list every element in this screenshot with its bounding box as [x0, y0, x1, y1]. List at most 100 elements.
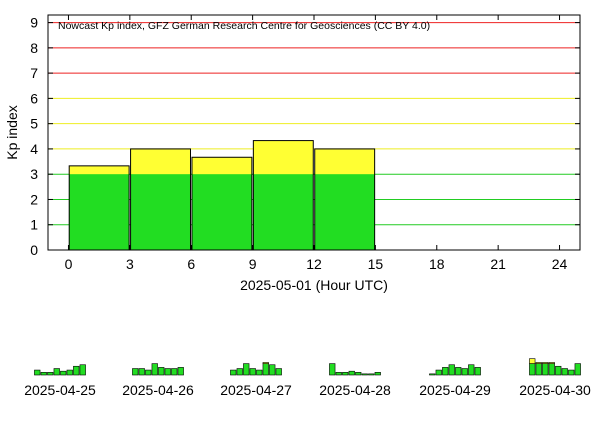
history-day: 2025-04-28	[319, 363, 391, 398]
bars-layer	[68, 140, 376, 251]
history-bar-green	[138, 368, 145, 376]
history-day: 2025-04-26	[122, 363, 194, 398]
history-bar-green	[535, 363, 542, 376]
history-bar-green	[429, 373, 436, 376]
history-bar-yellow	[262, 362, 269, 364]
history-bar-green	[145, 369, 152, 376]
history-bar-green	[468, 364, 475, 376]
history-bar-green	[435, 369, 442, 376]
y-axis-label: Kp index	[4, 105, 20, 159]
history-bar-yellow	[548, 362, 555, 364]
history-bar-green	[177, 367, 184, 376]
y-tick-label: 1	[30, 217, 38, 233]
history-bar-green	[548, 363, 555, 376]
history-bar-green	[555, 365, 562, 376]
history-bar-green	[79, 364, 86, 376]
history-bar-green	[249, 368, 256, 376]
history-bar-green	[542, 363, 549, 376]
y-tick-label: 2	[30, 191, 38, 207]
history-bar-green	[329, 363, 336, 376]
history-bar-green	[151, 363, 158, 376]
y-tick-label: 5	[30, 116, 38, 132]
x-tick-label: 0	[65, 256, 73, 272]
history-bar-yellow	[542, 362, 549, 364]
history-bar-green	[66, 369, 73, 376]
history-bar-green	[47, 372, 54, 376]
chart-title: Nowcast Kp index, GFZ German Research Ce…	[58, 20, 430, 32]
kp-bar-yellow	[253, 140, 314, 175]
x-tick-label: 18	[429, 256, 445, 272]
kp-bar-yellow	[191, 157, 252, 175]
history-bar-green	[53, 368, 60, 376]
history-bar-green	[236, 368, 243, 376]
history-bar-green	[256, 369, 263, 376]
kp-bar-green	[69, 174, 130, 250]
y-tick-label: 0	[30, 242, 38, 258]
kp-bar-yellow	[314, 148, 375, 175]
x-axis-label: 2025-05-01 (Hour UTC)	[240, 277, 388, 293]
y-tick-label: 6	[30, 90, 38, 106]
kp-bar-green	[191, 174, 252, 250]
kp-bar-yellow	[130, 148, 191, 175]
history-day: 2025-04-29	[419, 364, 491, 398]
history-date-label: 2025-04-30	[519, 382, 591, 398]
history-date-label: 2025-04-29	[419, 382, 491, 398]
kp-bar-green	[130, 174, 191, 250]
history-day: 2025-04-30	[519, 358, 591, 398]
history-bar-green	[275, 368, 282, 376]
x-tick-label: 15	[368, 256, 384, 272]
history-bar-green	[262, 363, 269, 376]
x-tick-label: 21	[490, 256, 506, 272]
history-bar-green	[269, 364, 276, 376]
y-tick-label: 9	[30, 15, 38, 31]
history-bar-yellow	[535, 362, 542, 364]
history-date-label: 2025-04-25	[24, 382, 96, 398]
history-bar-green	[561, 368, 568, 376]
history-bar-green	[355, 372, 362, 376]
kp-bar-green	[253, 174, 314, 250]
x-tick-label: 6	[187, 256, 195, 272]
history-bar-green	[40, 372, 47, 376]
history-bar-green	[158, 367, 165, 376]
history-day: 2025-04-27	[220, 362, 292, 398]
history-bar-green	[448, 364, 455, 376]
history-bar-green	[342, 372, 349, 376]
history-bar-green	[474, 367, 481, 376]
history-bar-green	[243, 363, 250, 376]
history-bar-green	[361, 373, 368, 376]
history-date-label: 2025-04-26	[122, 382, 194, 398]
history-bar-green	[455, 367, 462, 376]
history-bar-green	[368, 373, 375, 376]
kp-bar-yellow	[69, 165, 130, 175]
history-bar-green	[171, 368, 178, 376]
y-tick-label: 4	[30, 141, 38, 157]
y-tick-label: 3	[30, 166, 38, 182]
history-bar-green	[574, 363, 581, 376]
x-tick-label: 9	[249, 256, 257, 272]
history-layer: 2025-04-25 2025-04-26 2025-04-27 2025-04-28…	[24, 358, 591, 398]
history-date-label: 2025-04-28	[319, 382, 391, 398]
history-bar-green	[34, 369, 41, 376]
history-bar-green	[335, 372, 342, 376]
history-bar-green	[568, 369, 575, 376]
history-bar-green	[461, 368, 468, 376]
history-bar-green	[374, 372, 381, 376]
y-tick-label: 8	[30, 40, 38, 56]
history-bar-green	[60, 370, 67, 376]
history-bar-yellow	[529, 358, 536, 364]
history-bar-green	[348, 370, 355, 376]
kp-bar-green	[314, 174, 375, 250]
history-bar-green	[442, 367, 449, 376]
history-bar-green	[529, 363, 536, 376]
history-bar-green	[230, 369, 237, 376]
history-bar-green	[164, 368, 171, 376]
history-bar-green	[73, 365, 80, 376]
x-tick-label: 12	[306, 256, 322, 272]
y-tick-label: 7	[30, 65, 38, 81]
history-date-label: 2025-04-27	[220, 382, 292, 398]
x-tick-label: 3	[126, 256, 134, 272]
x-tick-label: 24	[552, 256, 568, 272]
